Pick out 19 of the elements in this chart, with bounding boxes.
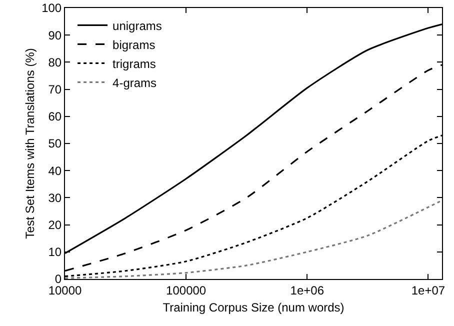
y-tick-label: 100 [42,1,62,16]
y-tick-label: 80 [48,55,62,70]
y-tick-label: 50 [48,136,62,151]
y-tick-label: 10 [48,245,62,260]
y-axis-title: Test Set Items with Translations (%) [22,48,37,239]
y-tick-label: 70 [48,82,62,96]
legend-label: trigrams [112,56,156,71]
x-axis-title: Training Corpus Size (num words) [162,300,344,314]
x-tick-label: 100000 [166,283,206,298]
y-tick-label: 40 [48,164,62,178]
legend-label: 4-grams [112,76,157,90]
x-tick-label: 1e+07 [411,283,446,298]
y-tick-label: 90 [48,28,62,42]
legend-label: unigrams [112,18,162,33]
x-tick-label: 1e+06 [290,283,324,298]
y-tick-label: 60 [48,110,62,124]
legend-label: bigrams [112,38,156,52]
y-tick-label: 30 [48,190,62,205]
y-tick-label: 20 [48,218,62,232]
